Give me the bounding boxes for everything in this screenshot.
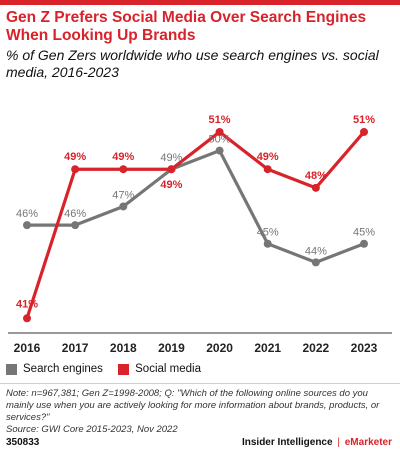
data-label-social-media-2016: 41% bbox=[16, 298, 38, 310]
data-label-search-engines-2020: 50% bbox=[209, 134, 231, 146]
data-label-social-media-2017: 49% bbox=[64, 151, 86, 163]
line-chart: 2016 2017 2018 2019 2020 2021 2022 2023 46% 46% 47… bbox=[8, 114, 392, 355]
point-social-media-2016 bbox=[23, 314, 31, 323]
chart-title: Gen Z Prefers Social Media Over Search E… bbox=[6, 9, 367, 44]
data-label-search-engines-2018: 47% bbox=[112, 189, 134, 201]
data-label-social-media-2022: 48% bbox=[305, 170, 327, 182]
point-search-engines-2021 bbox=[263, 239, 272, 248]
point-search-engines-2018 bbox=[119, 202, 128, 211]
brand-logo: Insider Intelligence | eMarketer bbox=[242, 437, 392, 448]
x-tick-label-2017: 2017 bbox=[62, 341, 89, 355]
brand-emarketer: eMarketer bbox=[344, 437, 392, 448]
point-search-engines-2022 bbox=[311, 258, 320, 267]
data-label-search-engines-2023: 45% bbox=[353, 227, 375, 239]
footer-note: Note: n=967,381; Gen Z=1998-2008; Q: "Wh… bbox=[6, 388, 380, 423]
footer-note-block: Note: n=967,381; Gen Z=1998-2008; Q: "Wh… bbox=[6, 388, 398, 436]
x-tick-label-2018: 2018 bbox=[110, 341, 137, 355]
chart-legend: Search engines Social media bbox=[6, 363, 213, 378]
top-accent-bar bbox=[0, 0, 400, 5]
data-label-social-media-2020: 51% bbox=[209, 114, 231, 126]
data-label-search-engines-2021: 45% bbox=[257, 227, 279, 239]
data-label-social-media-2018: 49% bbox=[112, 151, 134, 163]
x-tick-label-2019: 2019 bbox=[158, 341, 185, 355]
x-tick-label-2023: 2023 bbox=[351, 341, 378, 355]
point-social-media-2017 bbox=[71, 165, 80, 174]
brand-insider-intelligence: Insider Intelligence bbox=[241, 437, 333, 448]
data-label-social-media-2019: 49% bbox=[160, 179, 182, 191]
point-search-engines-2020 bbox=[215, 146, 224, 155]
chart-subtitle: % of Gen Zers worldwide who use search e… bbox=[6, 47, 379, 80]
point-social-media-2020 bbox=[215, 127, 224, 136]
legend-swatch-search-engines bbox=[6, 363, 17, 375]
point-social-media-2019 bbox=[167, 165, 176, 174]
point-social-media-2022 bbox=[311, 183, 320, 192]
x-tick-label-2022: 2022 bbox=[303, 341, 330, 355]
point-search-engines-2023 bbox=[360, 239, 368, 248]
point-social-media-2018 bbox=[119, 165, 128, 174]
legend-item-search-engines: Search engines bbox=[6, 363, 103, 375]
series-line-social-media bbox=[25, 130, 366, 319]
data-label-search-engines-2017: 46% bbox=[64, 208, 86, 220]
point-social-media-2021 bbox=[263, 165, 272, 174]
data-label-search-engines-2016: 46% bbox=[16, 208, 38, 220]
legend-swatch-social-media bbox=[118, 363, 130, 375]
series-line-search-engines bbox=[27, 148, 365, 264]
legend-item-social-media: Social media bbox=[118, 363, 201, 375]
footer-source: Source: GWI Core 2015-2023, Nov 2022 bbox=[6, 424, 178, 435]
point-search-engines-2016 bbox=[23, 221, 31, 230]
data-label-search-engines-2022: 44% bbox=[305, 245, 327, 257]
brand-separator: | bbox=[337, 437, 340, 448]
point-social-media-2023 bbox=[360, 127, 368, 136]
data-label-social-media-2023: 51% bbox=[353, 114, 375, 126]
x-tick-label-2020: 2020 bbox=[206, 341, 233, 355]
footer-divider bbox=[0, 383, 400, 384]
legend-label-social-media: Social media bbox=[135, 363, 201, 375]
chart-id: 350833 bbox=[6, 437, 40, 448]
x-tick-label-2016: 2016 bbox=[14, 341, 41, 355]
data-label-social-media-2021: 49% bbox=[257, 151, 279, 163]
x-tick-label-2021: 2021 bbox=[254, 341, 281, 355]
data-label-search-engines-2019: 49% bbox=[160, 152, 182, 164]
legend-label-search-engines: Search engines bbox=[23, 363, 103, 375]
point-search-engines-2017 bbox=[71, 221, 80, 230]
